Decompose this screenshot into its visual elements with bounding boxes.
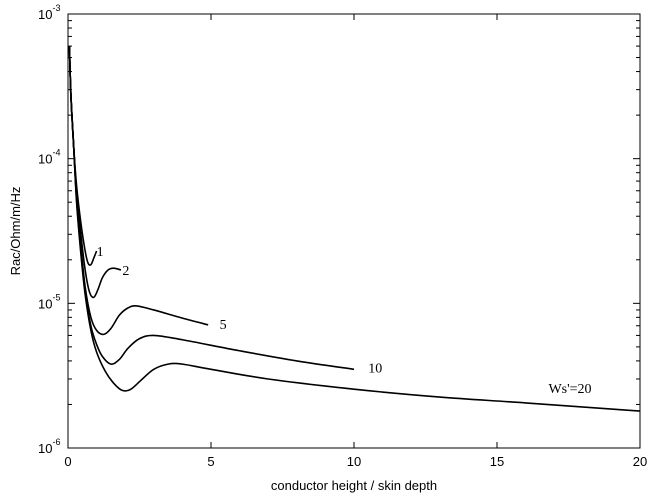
y-axis-label: Rac/Ohm/m/Hz [8,187,23,276]
y-tick-label: 10-6 [38,437,60,456]
x-axis-label: conductor height / skin depth [271,478,437,493]
series-line-2 [68,46,122,299]
y-axis-ticks: 10-6 10-5 10-4 10-3 [38,3,640,456]
series-line-5 [68,46,641,412]
series-label-4: 10 [368,362,382,377]
series-line-4 [68,46,355,371]
x-axis-ticks: 0 5 10 15 20 [64,14,647,469]
y-tick-label: 10-3 [38,3,60,22]
x-tick-label: 5 [207,454,214,469]
x-tick-label: 15 [490,454,504,469]
series-line-3 [68,46,209,336]
series-label-1: 1 [97,245,104,260]
x-tick-label: 10 [347,454,361,469]
series-group: 1 2 5 10 Ws'=20 [68,46,641,412]
x-tick-label: 0 [64,454,71,469]
series-label-3: 5 [220,318,227,333]
y-tick-label: 10-4 [38,148,60,167]
series-label-2: 2 [122,264,129,279]
y-tick-label: 10-5 [38,292,60,311]
series-label-5: Ws'=20 [548,382,591,397]
x-tick-label: 20 [633,454,647,469]
